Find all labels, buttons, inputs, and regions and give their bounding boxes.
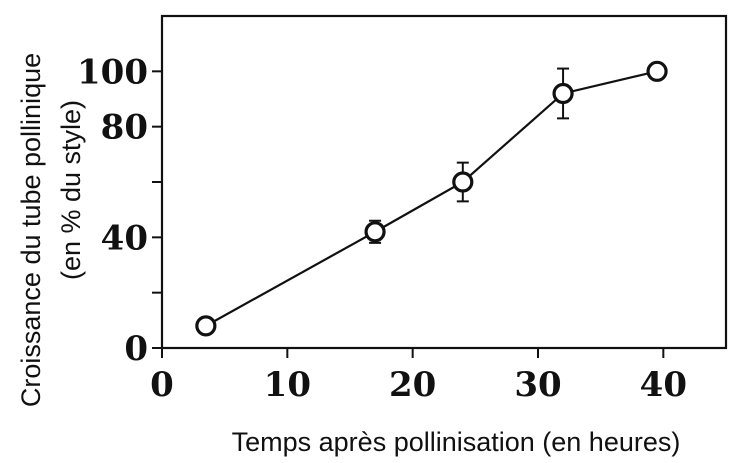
x-tick-label: 40	[640, 365, 687, 405]
x-tick-label: 0	[150, 365, 174, 405]
data-point	[552, 82, 574, 105]
axes-frame	[160, 14, 728, 350]
series-line	[205, 70, 658, 327]
x-tick-label: 30	[514, 365, 561, 405]
y-axis-ticks: 0 40 80 100	[77, 52, 162, 369]
x-tick-label: 20	[389, 365, 436, 405]
y-tick-label: 80	[101, 108, 148, 148]
data-series	[195, 60, 668, 337]
data-point	[364, 221, 386, 243]
data-point	[452, 171, 474, 193]
y-tick-label: 100	[77, 52, 148, 92]
plot-area	[160, 14, 728, 350]
y-axis-title-line-1: Croissance du tube pollinique	[16, 53, 46, 407]
x-axis-ticks: 0 10 20 30 40	[150, 348, 687, 405]
x-tick-label: 10	[264, 365, 311, 405]
x-axis-title: Temps après pollinisation (en heures)	[232, 427, 681, 457]
data-point	[195, 315, 217, 337]
data-point	[646, 60, 668, 82]
y-axis-title-line-2: (en % du style)	[56, 100, 86, 280]
y-tick-label: 0	[124, 329, 148, 369]
y-tick-label: 40	[101, 218, 148, 258]
